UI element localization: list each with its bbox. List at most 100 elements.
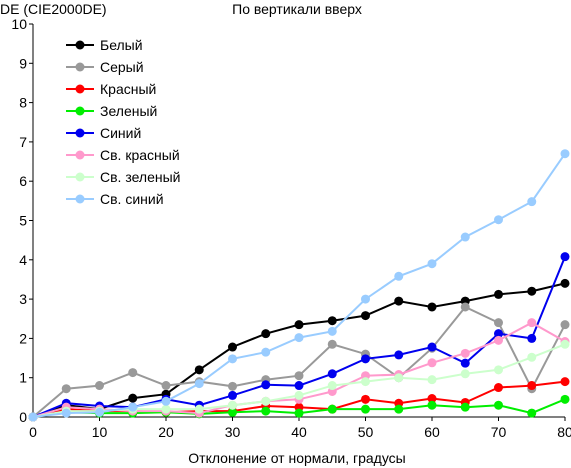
x-tick-label: 70 xyxy=(491,424,507,440)
data-point xyxy=(494,365,503,375)
legend-swatch-marker xyxy=(75,128,85,138)
data-point xyxy=(228,381,237,391)
data-point xyxy=(527,333,537,343)
y-tick-label: 2 xyxy=(19,330,27,346)
data-point xyxy=(527,381,537,391)
x-axis-title: Отклонение от нормали, градусы xyxy=(188,450,405,466)
data-point xyxy=(61,384,71,394)
data-point xyxy=(560,320,570,330)
legend-item: Св. синий xyxy=(66,191,164,207)
legend-label: Зеленый xyxy=(100,103,157,119)
data-point xyxy=(560,394,570,404)
data-point xyxy=(361,354,370,364)
data-point xyxy=(460,369,470,379)
data-point xyxy=(327,316,337,326)
data-point xyxy=(460,232,470,242)
legend-label: Красный xyxy=(100,81,156,97)
data-point xyxy=(261,380,271,390)
legend-label: Св. синий xyxy=(100,191,164,207)
data-point xyxy=(327,404,337,414)
data-point xyxy=(394,373,404,383)
y-tick-label: 6 xyxy=(19,173,27,189)
data-point xyxy=(327,381,337,391)
data-point xyxy=(294,390,304,400)
legend-swatch-marker xyxy=(75,62,85,72)
data-point xyxy=(294,320,304,330)
data-point xyxy=(261,329,271,339)
data-point xyxy=(527,318,537,328)
data-point xyxy=(494,400,503,410)
legend-swatch-marker xyxy=(75,172,85,182)
data-point xyxy=(427,375,437,385)
data-point xyxy=(494,318,503,328)
x-tick-label: 40 xyxy=(291,424,307,440)
legend-label: Св. зеленый xyxy=(100,169,180,185)
data-point xyxy=(427,400,437,410)
data-point xyxy=(261,406,271,416)
data-point xyxy=(394,296,404,306)
legend-swatch-marker xyxy=(75,40,85,50)
x-tick-label: 80 xyxy=(557,424,571,440)
data-point xyxy=(128,368,138,378)
data-point xyxy=(394,271,404,281)
data-point xyxy=(427,342,437,352)
data-point xyxy=(460,358,470,368)
y-tick-label: 5 xyxy=(19,213,27,229)
legend-swatch-marker xyxy=(75,106,85,116)
data-point xyxy=(460,302,470,312)
data-point xyxy=(560,278,570,288)
data-point xyxy=(28,412,38,422)
data-point xyxy=(560,339,570,349)
y-tick-label: 0 xyxy=(19,409,27,425)
data-point xyxy=(294,371,304,381)
data-point xyxy=(327,326,337,336)
legend-swatch-marker xyxy=(75,150,85,160)
data-point xyxy=(294,333,304,343)
y-tick-label: 3 xyxy=(19,291,27,307)
x-tick-label: 50 xyxy=(358,424,374,440)
data-point xyxy=(228,342,237,352)
data-point xyxy=(527,408,537,418)
y-axis-title: DE (CIE2000DE) xyxy=(0,1,107,17)
data-point xyxy=(128,402,138,412)
x-tick-label: 20 xyxy=(158,424,174,440)
legend-label: Серый xyxy=(100,59,144,75)
legend-item: Серый xyxy=(66,59,144,75)
y-ticks: 0 1 2 3 4 5 6 7 8 9 10 xyxy=(11,16,33,425)
data-point xyxy=(394,404,404,414)
legend-item: Св. красный xyxy=(66,147,180,163)
y-tick-label: 1 xyxy=(19,370,27,386)
data-point xyxy=(494,383,503,393)
legend: Белый Серый Красный Зеленый Синий Св. красный… xyxy=(66,37,180,207)
data-point xyxy=(361,404,370,414)
data-point xyxy=(460,402,470,412)
data-point xyxy=(327,369,337,379)
y-tick-label: 10 xyxy=(11,16,27,32)
data-point xyxy=(128,393,138,403)
data-point xyxy=(327,339,337,349)
data-point xyxy=(560,377,570,387)
legend-item: Белый xyxy=(66,37,143,53)
data-point xyxy=(560,252,570,262)
legend-item: Синий xyxy=(66,125,141,141)
data-point xyxy=(427,358,437,368)
data-point xyxy=(161,381,171,391)
data-point xyxy=(527,352,537,362)
data-point xyxy=(194,365,204,375)
data-point xyxy=(294,408,304,418)
data-point xyxy=(460,348,470,358)
data-point xyxy=(261,396,271,406)
x-tick-label: 10 xyxy=(92,424,108,440)
data-point xyxy=(494,329,503,339)
y-tick-label: 4 xyxy=(19,252,27,268)
data-point xyxy=(294,381,304,391)
y-tick-label: 9 xyxy=(19,55,27,71)
legend-label: Св. красный xyxy=(100,147,180,163)
data-point xyxy=(61,408,71,418)
data-point xyxy=(228,407,237,417)
x-tick-label: 0 xyxy=(29,424,37,440)
data-point xyxy=(394,350,404,360)
data-point xyxy=(261,347,271,357)
data-point xyxy=(161,396,171,406)
